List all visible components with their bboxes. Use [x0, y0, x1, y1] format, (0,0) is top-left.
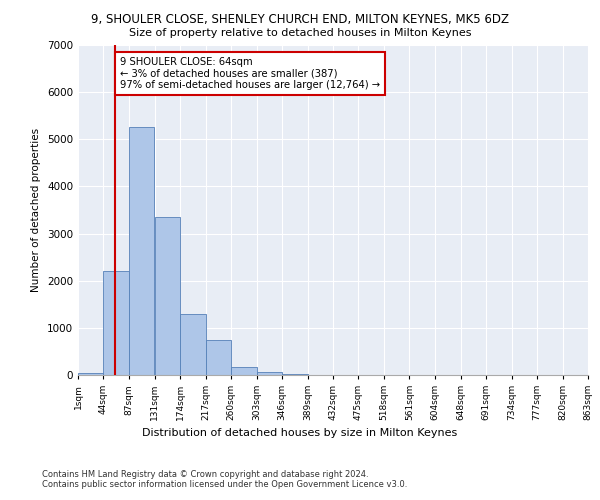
Bar	[181, 314, 206, 375]
Bar	[282, 374, 308, 375]
Bar	[257, 372, 282, 375]
Bar	[155, 217, 181, 375]
Text: 9 SHOULER CLOSE: 64sqm
← 3% of detached houses are smaller (387)
97% of semi-det: 9 SHOULER CLOSE: 64sqm ← 3% of detached …	[120, 57, 380, 90]
Text: 9, SHOULER CLOSE, SHENLEY CHURCH END, MILTON KEYNES, MK5 6DZ: 9, SHOULER CLOSE, SHENLEY CHURCH END, MI…	[91, 12, 509, 26]
Bar	[206, 340, 231, 375]
Text: Contains HM Land Registry data © Crown copyright and database right 2024.
Contai: Contains HM Land Registry data © Crown c…	[42, 470, 407, 490]
Y-axis label: Number of detached properties: Number of detached properties	[31, 128, 41, 292]
Bar	[103, 272, 129, 375]
Bar	[78, 372, 103, 375]
Bar	[129, 128, 154, 375]
Bar	[231, 368, 257, 375]
Text: Distribution of detached houses by size in Milton Keynes: Distribution of detached houses by size …	[142, 428, 458, 438]
Text: Size of property relative to detached houses in Milton Keynes: Size of property relative to detached ho…	[129, 28, 471, 38]
